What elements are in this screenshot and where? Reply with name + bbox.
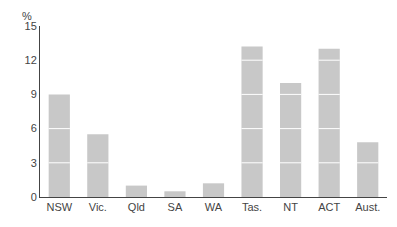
- svg-text:NSW: NSW: [46, 201, 72, 213]
- svg-text:Aust.: Aust.: [355, 201, 380, 213]
- svg-text:9: 9: [31, 88, 37, 100]
- svg-text:WA: WA: [205, 201, 223, 213]
- svg-text:NT: NT: [283, 201, 298, 213]
- svg-text:0: 0: [31, 191, 37, 203]
- svg-text:SA: SA: [168, 201, 183, 213]
- svg-text:ACT: ACT: [318, 201, 340, 213]
- svg-text:Qld: Qld: [128, 201, 145, 213]
- svg-text:%: %: [22, 10, 32, 22]
- svg-text:12: 12: [25, 54, 37, 66]
- svg-text:15: 15: [25, 20, 37, 32]
- svg-text:3: 3: [31, 157, 37, 169]
- svg-text:Vic.: Vic.: [89, 201, 107, 213]
- svg-text:Tas.: Tas.: [242, 201, 262, 213]
- svg-text:6: 6: [31, 122, 37, 134]
